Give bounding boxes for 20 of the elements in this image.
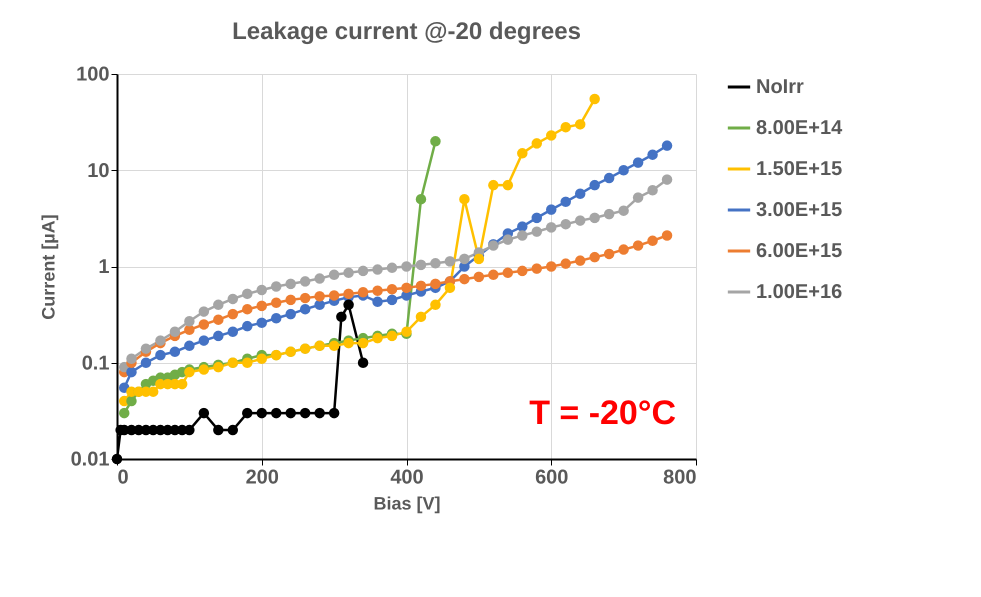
legend-label: 1.50E+15 [756, 158, 842, 180]
x-tick-label: 600 [535, 466, 568, 488]
x-axis-title: Bias [V] [373, 494, 441, 514]
annotation: T = -20°C [529, 394, 676, 432]
y-tick-label: 1 [98, 256, 110, 278]
legend-label: 3.00E+15 [756, 199, 842, 221]
legend-label: 8.00E+14 [756, 117, 844, 139]
legend-label: NoIrr [756, 76, 804, 98]
y-tick-label: 10 [87, 160, 110, 182]
x-tick-label: 0 [118, 466, 129, 488]
legend-label: 6.00E+15 [756, 240, 842, 262]
y-tick-label: 0.01 [70, 448, 110, 470]
x-tick-label: 200 [246, 466, 279, 488]
chart-title: Leakage current @-20 degrees [232, 18, 581, 45]
x-tick-label: 800 [663, 466, 696, 488]
x-tick-label: 400 [390, 466, 424, 488]
y-tick-label: 0.1 [82, 352, 110, 374]
y-axis-title: Current [µA] [38, 214, 59, 320]
y-tick-label: 100 [76, 64, 110, 86]
legend-label: 1.00E+16 [756, 281, 842, 303]
